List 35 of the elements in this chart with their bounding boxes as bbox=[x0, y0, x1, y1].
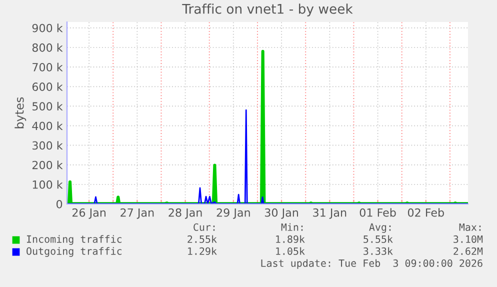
text: Max: bbox=[459, 223, 481, 231]
text: 1.05k bbox=[276, 247, 305, 255]
text: 1.89k bbox=[276, 235, 305, 243]
text: Min: bbox=[281, 223, 303, 231]
x-tick-label: 30 Jan bbox=[264, 208, 298, 219]
y-axis-title: bytes bbox=[14, 97, 26, 128]
y-tick-label: 0 bbox=[56, 200, 62, 208]
y-tick-label: 900 k bbox=[32, 24, 63, 32]
chart-title: Traffic on vnet1 - by week bbox=[182, 4, 353, 16]
text: 5.55k bbox=[364, 235, 393, 243]
legend-label: Incoming traffic bbox=[26, 235, 122, 245]
y-tick-label: 700 k bbox=[32, 62, 63, 72]
text: Avg: bbox=[369, 223, 391, 233]
y-tick-label: 800 k bbox=[32, 43, 63, 52]
x-tick-label: 01 Feb bbox=[360, 208, 396, 217]
x-tick-label: 29 Jan bbox=[216, 208, 250, 219]
text: 2.62M bbox=[454, 247, 483, 255]
text: 2.55k bbox=[188, 235, 217, 243]
x-tick-label: 27 Jan bbox=[120, 208, 154, 219]
text: 3.10M bbox=[454, 235, 483, 243]
text: 1.29k bbox=[188, 247, 217, 255]
y-tick-label: 200 k bbox=[32, 160, 63, 170]
x-tick-label: 02 Feb bbox=[408, 208, 444, 217]
text: 3.33k bbox=[364, 247, 393, 255]
x-tick-label: 26 Jan bbox=[72, 208, 106, 219]
x-tick-label: 31 Jan bbox=[313, 208, 346, 219]
x-tick-label: 28 Jan bbox=[168, 208, 202, 219]
text: Last update: Tue Feb 3 09:00:00 2026 bbox=[261, 259, 482, 269]
legend-label: Outgoing traffic bbox=[26, 247, 122, 257]
y-tick-label: 600 k bbox=[32, 82, 63, 91]
text: Cur: bbox=[194, 223, 215, 231]
y-tick-label: 400 k bbox=[32, 122, 63, 130]
y-tick-label: 300 k bbox=[32, 141, 63, 150]
y-tick-label: 100 k bbox=[32, 180, 63, 189]
y-tick-label: 500 k bbox=[32, 102, 63, 111]
